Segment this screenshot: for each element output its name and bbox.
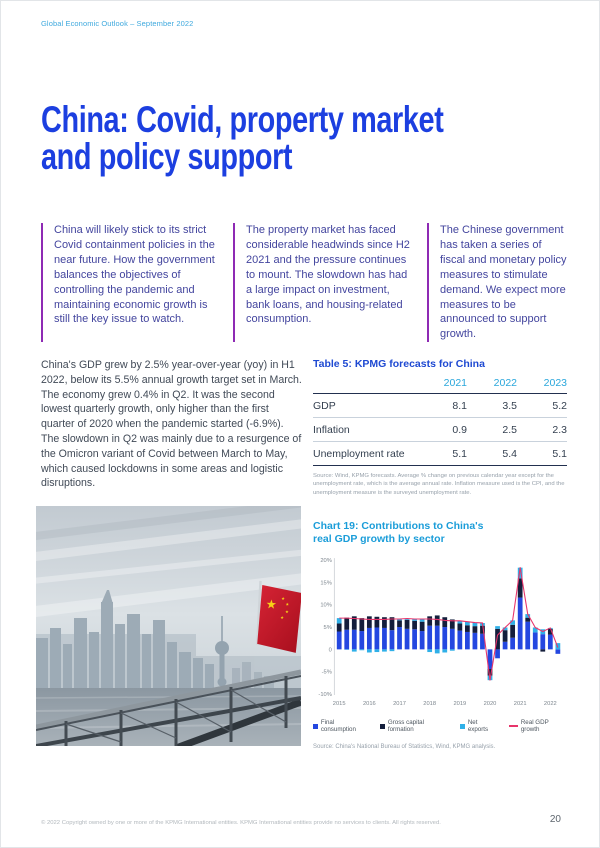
inflation-2021: 0.9 [452, 423, 467, 436]
gdp-contribution-chart: 20% 15% 10% 5% 0 -5% -10% 2015 2016 2017 2018 2019 2… [313, 554, 567, 716]
page-number: 20 [549, 814, 561, 825]
gdp-2022: 3.5 [502, 399, 517, 412]
svg-text:10%: 10% [320, 603, 332, 609]
row-label-unemployment: Unemployment rate [313, 447, 405, 460]
unemployment-2023: 5.1 [552, 447, 567, 460]
document-header: Global Economic Outlook – September 2022 [41, 19, 194, 28]
railing [36, 669, 301, 746]
table-header-2023: 2023 [543, 377, 567, 389]
pearl-tower [215, 616, 229, 687]
china-flag [255, 580, 301, 653]
legend-final-consumption: Final consumption [313, 719, 369, 733]
svg-text:0: 0 [329, 648, 332, 654]
svg-text:15%: 15% [320, 581, 332, 587]
page-title: China: Covid, property market and policy… [41, 101, 557, 175]
legend-swatch-capital [380, 723, 385, 729]
legend-swatch-consumption [313, 723, 318, 729]
cloud-streaks [36, 515, 301, 621]
table-header-empty [313, 372, 417, 394]
svg-text:2020: 2020 [484, 701, 497, 707]
legend-capital-formation: Gross capital formation [380, 719, 449, 733]
table-row: GDP 8.1 3.5 5.2 [313, 394, 567, 418]
legend-label: Real GDP growth [520, 719, 549, 734]
chart-canvas: 20% 15% 10% 5% 0 -5% -10%2015 2016 2017 2018 2019 2… [318, 558, 561, 707]
legend-label: Gross capital formation [387, 719, 424, 734]
shanghai-skyline-photo [36, 506, 301, 746]
copyright-footer: © 2022 Copyright owned by one or more of… [41, 820, 441, 826]
cloud-dark-band [36, 506, 301, 544]
skyline-buildings [36, 590, 214, 689]
table-header-2022: 2022 [493, 377, 517, 389]
legend-label: Final consumption [320, 719, 356, 734]
svg-text:2022: 2022 [544, 701, 557, 707]
legend-swatch-net-exports [460, 723, 465, 729]
row-label-inflation: Inflation [313, 423, 350, 436]
intro-column-covid: China will likely stick to its strict Co… [41, 223, 218, 343]
page-title-line2: and policy support [41, 136, 293, 177]
table-row: Unemployment rate 5.1 5.4 5.1 [313, 442, 567, 466]
table-title: Table 5: KPMG forecasts for China [313, 358, 485, 370]
svg-text:2015: 2015 [333, 701, 346, 707]
svg-text:2019: 2019 [453, 701, 466, 707]
right-column: Table 5: KPMG forecasts for China 2021 2… [313, 358, 567, 750]
table-source-note: Source: Wind, KPMG forecasts. Average % … [313, 473, 565, 496]
table-header-row: 2021 2022 2023 [313, 372, 567, 394]
chart-title: Chart 19: Contributions to China's real … [313, 520, 567, 546]
body-paragraph: China's GDP grew by 2.5% year-over-year … [41, 359, 302, 490]
svg-text:20%: 20% [320, 558, 332, 564]
chart-title-line1: Chart 19: Contributions to China's [313, 520, 484, 533]
unemployment-2021: 5.1 [452, 447, 467, 460]
intro-highlights: China will likely stick to its strict Co… [41, 223, 568, 343]
page-title-line1: China: Covid, property market [41, 99, 444, 140]
inflation-2022: 2.5 [502, 423, 517, 436]
inflation-2023: 2.3 [552, 423, 567, 436]
svg-text:2018: 2018 [423, 701, 436, 707]
legend-gdp-line: Real GDP growth [509, 719, 567, 733]
svg-text:2017: 2017 [393, 701, 406, 707]
svg-text:5%: 5% [324, 625, 332, 631]
gdp-2021: 8.1 [452, 399, 467, 412]
intro-column-property: The property market has faced considerab… [233, 223, 411, 343]
intro-column-policy: The Chinese government has taken a serie… [427, 223, 568, 343]
legend-label: Net exports [467, 719, 489, 734]
svg-text:2021: 2021 [514, 701, 527, 707]
chart-legend: Final consumption Gross capital formatio… [313, 719, 567, 733]
chart-source-note: Source: China's National Bureau of Stati… [313, 744, 496, 751]
chart-title-line2: real GDP growth by sector [313, 533, 445, 546]
table-row: Inflation 0.9 2.5 2.3 [313, 418, 567, 442]
svg-text:-10%: -10% [318, 692, 331, 698]
gdp-2023: 5.2 [552, 399, 567, 412]
row-label-gdp: GDP [313, 399, 336, 412]
table-header-2021: 2021 [443, 377, 467, 389]
unemployment-2022: 5.4 [502, 447, 517, 460]
svg-text:-5%: -5% [322, 670, 332, 676]
flag-stars [266, 596, 289, 620]
legend-net-exports: Net exports [460, 719, 498, 733]
legend-swatch-gdp-line [509, 725, 518, 728]
svg-text:2016: 2016 [363, 701, 376, 707]
forecast-table: 2021 2022 2023 GDP 8.1 3.5 5.2 Inflation… [313, 372, 567, 466]
